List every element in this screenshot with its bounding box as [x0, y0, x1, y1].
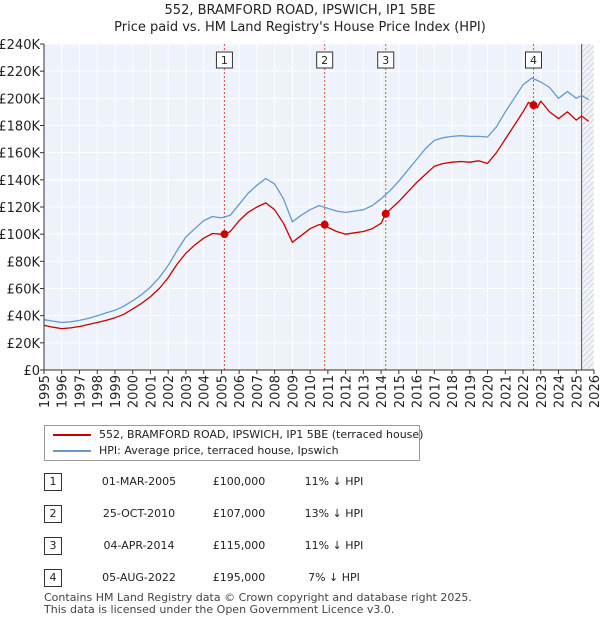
x-tick-label: 2020 — [482, 375, 497, 408]
y-tick-label: £20K — [7, 337, 41, 352]
transaction-hpi-diff: 11% ↓ HPI — [304, 539, 364, 552]
price-chart: 1 2 3 4 £0 £20K £40K £60K £80K £100K £120K £140K £16… — [0, 38, 600, 408]
x-tick-label: 2019 — [464, 375, 479, 408]
x-tick-label: 2024 — [553, 375, 568, 408]
x-tick-label: 2023 — [535, 375, 550, 408]
y-tick-label: £240K — [0, 38, 40, 53]
legend-swatch-property — [53, 434, 91, 436]
transaction-hpi-diff: 13% ↓ HPI — [304, 507, 364, 520]
footer-attribution: Contains HM Land Registry data © Crown c… — [44, 592, 472, 616]
x-tick-label: 2004 — [198, 375, 213, 408]
sale-point — [381, 209, 390, 218]
x-tick-label: 2026 — [588, 375, 600, 408]
x-tick-label: 1997 — [73, 375, 88, 408]
sale-marker-label: 1 — [221, 54, 228, 67]
transaction-date: 04-APR-2014 — [103, 539, 175, 552]
x-tick-label: 2015 — [393, 375, 408, 408]
x-tick-label: 2001 — [144, 375, 159, 408]
x-tick-label: 1998 — [91, 375, 106, 408]
transaction-row: 1 01-MAR-2005 £100,000 11% ↓ HPI — [44, 470, 444, 494]
x-tick-label: 2000 — [127, 375, 142, 408]
sale-marker-badge — [525, 51, 542, 69]
footer-line-1: Contains HM Land Registry data © Crown c… — [44, 591, 472, 604]
x-tick-label: 2008 — [269, 375, 284, 408]
x-tick-label: 1996 — [56, 375, 71, 408]
sale-point — [320, 220, 329, 229]
chart-subtitle: Price paid vs. HM Land Registry's House … — [114, 20, 486, 35]
x-tick-label: 1995 — [38, 375, 53, 408]
transaction-price: £107,000 — [212, 507, 266, 520]
x-tick-label: 2014 — [375, 375, 390, 408]
x-tick-label: 2009 — [286, 375, 301, 408]
legend: 552, BRAMFORD ROAD, IPSWICH, IP1 5BE (te… — [44, 425, 424, 461]
transaction-marker-badge: 2 — [44, 505, 62, 523]
x-tick-label: 2017 — [428, 375, 443, 408]
legend-swatch-hpi — [53, 450, 91, 452]
x-tick-label: 2016 — [411, 375, 426, 408]
y-tick-label: £60K — [7, 283, 41, 298]
x-tick-label: 1999 — [109, 375, 124, 408]
transaction-marker-badge: 4 — [44, 569, 62, 587]
transaction-marker-badge: 3 — [44, 537, 62, 555]
forecast-hatch — [581, 44, 594, 370]
hpi-line — [43, 77, 590, 324]
transaction-hpi-diff: 7% ↓ HPI — [308, 571, 360, 584]
transaction-marker-badge: 1 — [44, 473, 62, 491]
y-tick-label: £0 — [23, 364, 40, 379]
x-tick-label: 2007 — [251, 375, 266, 408]
x-tick-label: 2003 — [180, 375, 195, 408]
x-tick-label: 2022 — [517, 375, 532, 408]
x-tick-label: 2011 — [322, 375, 337, 408]
transaction-date: 25-OCT-2010 — [102, 507, 176, 520]
transaction-price: £100,000 — [212, 475, 266, 488]
x-tick-label: 2010 — [304, 375, 319, 408]
y-tick-label: £100K — [0, 228, 40, 243]
transaction-row: 3 04-APR-2014 £115,000 11% ↓ HPI — [44, 534, 444, 558]
x-tick-label: 2012 — [340, 375, 355, 408]
sale-marker-label: 2 — [321, 54, 328, 67]
sale-marker-badge — [316, 51, 334, 69]
x-tick-label: 2018 — [446, 375, 461, 408]
y-tick-label: £120K — [0, 201, 40, 216]
transaction-row: 2 25-OCT-2010 £107,000 13% ↓ HPI — [44, 502, 444, 526]
legend-label-hpi: HPI: Average price, terraced house, Ipsw… — [99, 444, 339, 457]
y-tick-label: £220K — [0, 65, 40, 80]
sale-marker-label: 3 — [382, 54, 389, 67]
sale-marker-badge — [377, 51, 395, 69]
x-tick-label: 2002 — [162, 375, 177, 408]
sale-point — [220, 230, 229, 239]
footer-line-2: This data is licensed under the Open Gov… — [44, 603, 395, 616]
x-tick-label: 2021 — [499, 375, 514, 408]
transaction-date: 01-MAR-2005 — [101, 475, 177, 488]
y-tick-label: £160K — [0, 147, 40, 162]
y-tick-label: £140K — [0, 174, 40, 189]
transaction-row: 4 05-AUG-2022 £195,000 7% ↓ HPI — [44, 566, 444, 590]
chart-title: 552, BRAMFORD ROAD, IPSWICH, IP1 5BE — [164, 3, 436, 18]
y-tick-label: £80K — [7, 255, 41, 270]
transaction-price: £195,000 — [212, 571, 266, 584]
y-tick-label: £200K — [0, 92, 40, 107]
x-tick-label: 2013 — [357, 375, 372, 408]
y-tick-label: £40K — [7, 310, 41, 325]
x-tick-label: 2006 — [233, 375, 248, 408]
sale-marker-label: 4 — [530, 54, 537, 67]
x-tick-label: 2005 — [215, 375, 230, 408]
y-tick-label: £180K — [0, 120, 40, 135]
x-tick-label: 2025 — [570, 375, 585, 408]
sale-point — [529, 101, 538, 110]
sale-marker-badge — [215, 51, 233, 69]
transaction-price: £115,000 — [212, 539, 266, 552]
legend-label-property: 552, BRAMFORD ROAD, IPSWICH, IP1 5BE (te… — [99, 428, 424, 441]
transaction-date: 05-AUG-2022 — [102, 571, 176, 584]
transaction-hpi-diff: 11% ↓ HPI — [304, 475, 364, 488]
